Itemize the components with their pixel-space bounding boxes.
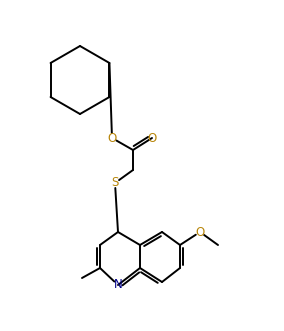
Text: O: O [147,131,156,145]
Text: O: O [195,225,205,239]
Text: S: S [111,176,119,190]
Text: O: O [107,131,117,145]
Text: N: N [114,278,122,292]
